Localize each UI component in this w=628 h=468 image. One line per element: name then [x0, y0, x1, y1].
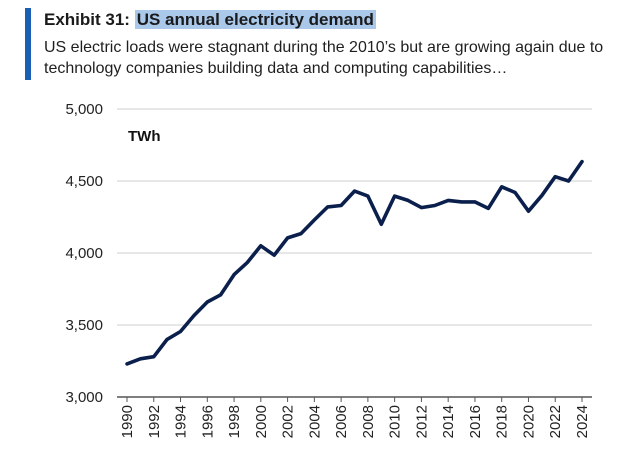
y-tick-label: 5,000 [65, 101, 103, 118]
accent-bar [25, 8, 31, 80]
y-tick-label: 4,000 [65, 245, 103, 262]
x-tick-label: 2012 [413, 405, 430, 438]
x-tick-label: 2002 [280, 405, 297, 438]
x-tick-label: 1990 [119, 405, 136, 438]
chart-subtitle: US electric loads were stagnant during t… [44, 39, 604, 77]
y-tick-label: 3,500 [65, 317, 103, 334]
x-tick-label: 1998 [226, 405, 243, 438]
chart-title: Exhibit 31: US annual electricity demand [44, 10, 376, 30]
x-tick-label: 2006 [333, 405, 350, 438]
x-tick-label: 2022 [547, 405, 564, 438]
x-tick-label: 2024 [574, 405, 591, 438]
x-tick-label: 2000 [253, 405, 270, 438]
x-tick-label: 1996 [199, 405, 216, 438]
x-tick-label: 1992 [146, 405, 163, 438]
y-tick-label: 4,500 [65, 173, 103, 190]
x-tick-label: 2004 [306, 405, 323, 438]
x-tick-label: 1994 [173, 405, 190, 438]
x-tick-label: 2014 [440, 405, 457, 438]
x-tick-label: 2020 [520, 405, 537, 438]
exhibit-label: Exhibit 31: [44, 10, 130, 29]
x-tick-label: 2018 [494, 405, 511, 438]
x-tick-label: 2010 [387, 405, 404, 438]
x-tick-label: 2008 [360, 405, 377, 438]
series-line-electricity-demand [125, 159, 584, 366]
x-tick-label: 2016 [467, 405, 484, 438]
y-axis-unit-label: TWh [128, 128, 160, 145]
y-tick-label: 3,000 [65, 389, 103, 406]
title-highlight: US annual electricity demand [134, 10, 376, 29]
